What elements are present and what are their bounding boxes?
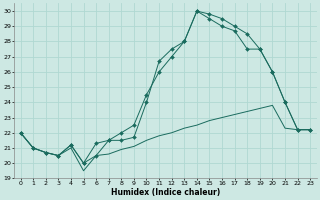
X-axis label: Humidex (Indice chaleur): Humidex (Indice chaleur) (111, 188, 220, 197)
